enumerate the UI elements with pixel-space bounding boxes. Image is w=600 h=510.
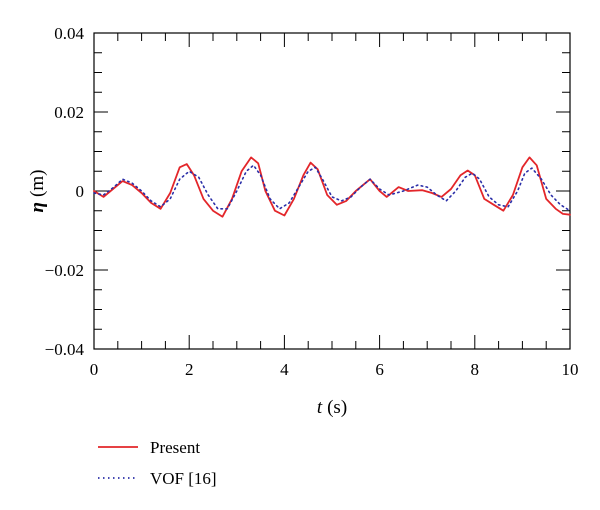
y-tick-label: 0.02 [54, 103, 84, 122]
y-axis-label: η (m) [27, 170, 48, 213]
y-axis-symbol: η [27, 202, 48, 212]
legend-label-vof: VOF [16] [150, 469, 217, 488]
ticks [93, 32, 571, 350]
series-line-vof [93, 164, 571, 212]
y-tick-label: 0.04 [54, 24, 84, 43]
y-tick-label: 0 [76, 182, 85, 201]
x-axis-unit: (s) [327, 397, 347, 418]
x-tick-label: 0 [90, 360, 99, 379]
tick-labels: 0 2 4 6 8 10 0.04 0.02 0 −0.02 −0.04 [45, 24, 579, 379]
legend-label-present: Present [150, 438, 200, 457]
x-tick-label: 6 [375, 360, 384, 379]
plot-frame [93, 32, 571, 350]
y-tick-label: −0.04 [45, 340, 85, 359]
series-layer [93, 156, 571, 218]
x-tick-label: 10 [562, 360, 579, 379]
x-tick-label: 8 [471, 360, 480, 379]
y-axis-unit: (m) [27, 170, 48, 197]
x-tick-label: 2 [185, 360, 194, 379]
x-tick-label: 4 [280, 360, 289, 379]
series-line-present [93, 156, 571, 218]
y-tick-label: −0.02 [45, 261, 84, 280]
x-axis-label: t (s) [317, 397, 347, 418]
legend: Present VOF [16] [98, 438, 217, 488]
x-axis-symbol: t [317, 397, 323, 418]
